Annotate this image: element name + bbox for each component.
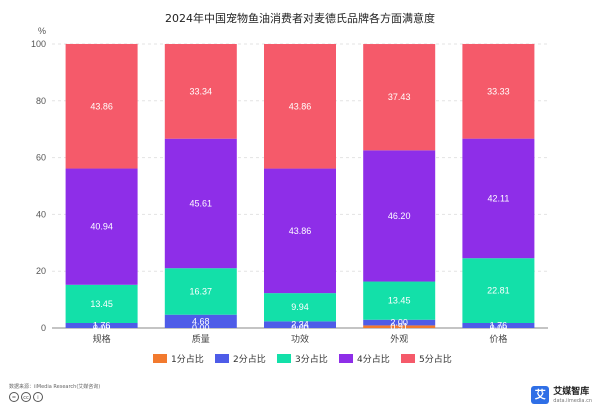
- y-tick-label: 100: [31, 39, 46, 49]
- x-tick-label: 功效: [291, 333, 309, 345]
- license-icons: = cc i: [9, 392, 43, 402]
- bar-segment: [462, 323, 535, 328]
- data-label: 43.86: [289, 226, 312, 236]
- bar-segment: [65, 43, 138, 169]
- data-label: 22.81: [487, 286, 510, 296]
- legend-swatch: [215, 354, 229, 363]
- data-label: 45.61: [190, 198, 213, 208]
- data-label: 13.45: [90, 299, 113, 309]
- bar-segment: [164, 138, 237, 269]
- legend-label: 3分占比: [295, 353, 328, 365]
- legend-label: 2分占比: [233, 353, 266, 365]
- data-label: 0.00: [93, 323, 111, 333]
- legend-swatch: [277, 354, 291, 363]
- y-axis-unit-label: %: [38, 26, 46, 36]
- data-label: 0.91: [390, 322, 408, 332]
- bar-segment: [363, 281, 436, 320]
- y-tick-label: 20: [36, 266, 46, 276]
- legend-swatch: [153, 354, 167, 363]
- data-label: 2.34: [291, 320, 309, 330]
- data-label: 43.86: [289, 101, 312, 111]
- y-tick-label: 40: [36, 209, 46, 219]
- legend-label: 4分占比: [357, 353, 390, 365]
- brand-block: 艾 艾媒智库 data.iimedia.cn: [531, 386, 592, 404]
- bar-segment: [462, 138, 535, 259]
- chart-title: 2024年中国宠物鱼油消费者对麦德氏品牌各方面满意度: [165, 11, 435, 25]
- x-tick-label: 规格: [93, 333, 111, 345]
- bar-segment: [264, 44, 336, 169]
- data-label: 1.76: [490, 321, 508, 331]
- x-axis-ticks: 规格 质量 功效 外观 价格: [93, 333, 508, 345]
- data-label: 43.86: [90, 101, 113, 111]
- data-label: 40.94: [90, 222, 113, 232]
- data-label: 33.34: [190, 86, 213, 96]
- bar-segment: [264, 321, 336, 328]
- brand-url: data.iimedia.cn: [553, 397, 592, 404]
- attribution-icon: i: [33, 392, 43, 402]
- data-label: 13.45: [388, 296, 411, 306]
- brand-name: 艾媒智库: [553, 386, 590, 397]
- bar-segment: [65, 284, 138, 324]
- data-label: 46.20: [388, 211, 411, 221]
- data-label: 4.68: [192, 316, 210, 326]
- legend-swatch: [339, 354, 353, 363]
- legend-label: 1分占比: [171, 353, 204, 365]
- bars: [65, 43, 535, 328]
- bar-segment: [363, 150, 436, 282]
- x-tick-label: 质量: [192, 333, 210, 345]
- legend-swatch: [401, 354, 415, 363]
- data-label: 33.33: [487, 86, 510, 96]
- data-label: 0.00: [291, 323, 309, 333]
- y-tick-label: 80: [36, 96, 46, 106]
- bar-segment: [264, 293, 336, 322]
- bar-segment: [164, 44, 237, 139]
- data-label: 16.37: [190, 286, 213, 296]
- bar-segment: [164, 314, 237, 328]
- brand-logo-icon: 艾: [531, 386, 550, 404]
- x-tick-label: 外观: [390, 333, 408, 345]
- data-label: 1.76: [93, 321, 111, 331]
- bar-segment: [363, 325, 436, 328]
- bar-segment: [363, 319, 436, 326]
- data-label: 0.00: [192, 323, 210, 333]
- data-label: 37.43: [388, 92, 411, 102]
- bar-segment: [363, 44, 436, 151]
- x-tick-label: 价格: [489, 333, 507, 345]
- y-tick-label: 0: [41, 323, 46, 333]
- bar-segment: [164, 268, 237, 315]
- bar-segment: [65, 168, 138, 285]
- data-label: 42.11: [487, 193, 509, 203]
- data-source-note: 数据来源：iiMedia Research(艾媒咨询): [9, 384, 101, 390]
- bar-segment: [462, 43, 535, 139]
- bar-segment: [264, 168, 336, 294]
- data-labels: 0.001.7613.4540.9443.860.004.6816.3745.6…: [90, 86, 509, 333]
- data-label: 2.00: [390, 318, 408, 328]
- y-axis-ticks: 0 20 40 60 80 100: [31, 39, 46, 333]
- cc-license-icon: cc: [21, 392, 31, 402]
- equal-license-icon: =: [9, 392, 19, 402]
- data-label: 0.00: [490, 323, 508, 333]
- data-label: 9.94: [291, 302, 309, 312]
- legend: 1分占比 2分占比 3分占比 4分占比 5分占比: [153, 353, 452, 365]
- bar-segment: [462, 258, 535, 324]
- bar-segment: [65, 323, 138, 328]
- y-tick-label: 60: [36, 153, 46, 163]
- legend-label: 5分占比: [419, 353, 452, 365]
